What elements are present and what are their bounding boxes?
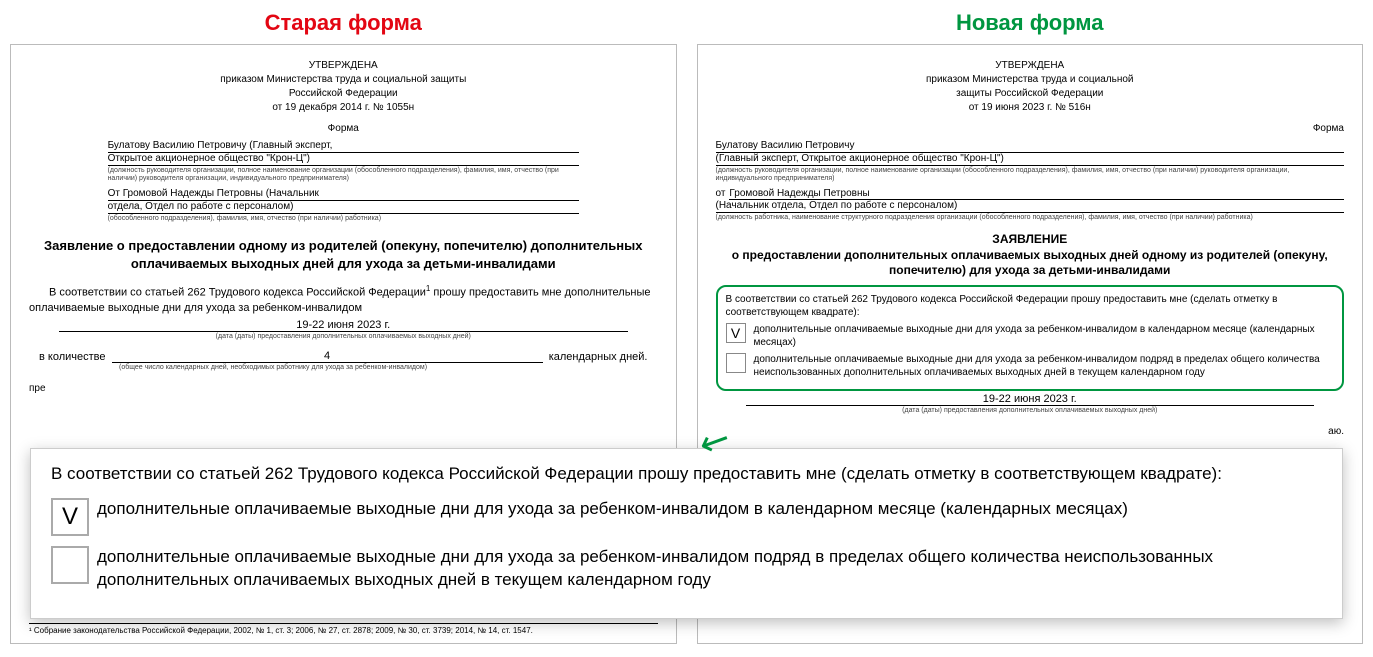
old-recipient-1: Булатову Василию Петровичу (Главный эксп… <box>108 140 579 153</box>
new-form-label: Форма <box>716 123 1345 134</box>
old-approved-block: УТВЕРЖДЕНА приказом Министерства труда и… <box>29 59 658 115</box>
callout-option-1-text: дополнительные оплачиваемые выходные дни… <box>97 498 1322 521</box>
new-approved-1: УТВЕРЖДЕНА <box>716 59 1345 73</box>
old-body-text: В соответствии со статьей 262 Трудового … <box>29 283 658 316</box>
callout-option-2: дополнительные оплачиваемые выходные дни… <box>51 546 1322 592</box>
zoom-callout: В соответствии со статьей 262 Трудового … <box>30 448 1343 619</box>
new-from-block: от Громовой Надежды Петровны (Начальник … <box>716 188 1345 222</box>
callout-checkbox-2[interactable] <box>51 546 89 584</box>
old-recipient-block: Булатову Василию Петровичу (Главный эксп… <box>108 140 579 182</box>
new-box-intro: В соответствии со статьей 262 Трудового … <box>726 293 1335 319</box>
comparison-container: Старая форма УТВЕРЖДЕНА приказом Министе… <box>10 10 1363 644</box>
option-1-text: дополнительные оплачиваемые выходные дни… <box>754 323 1335 349</box>
new-approved-3: защиты Российской Федерации <box>716 87 1345 101</box>
old-from-2: отдела, Отдел по работе с персоналом) <box>108 201 579 214</box>
callout-checkbox-1[interactable]: V <box>51 498 89 536</box>
new-truncated-text: аю. <box>716 426 1345 437</box>
new-option-2: дополнительные оплачиваемые выходные дни… <box>726 353 1335 379</box>
new-from-label: от <box>716 188 726 200</box>
old-from-1: От Громовой Надежды Петровны (Начальник <box>108 188 579 201</box>
callout-option-2-text: дополнительные оплачиваемые выходные дни… <box>97 546 1322 592</box>
old-from-caption: (обособленного подразделения), фамилия, … <box>108 214 579 223</box>
new-approved-4: от 19 июня 2023 г. № 516н <box>716 101 1345 115</box>
old-qty-value: 4 <box>112 350 543 363</box>
old-recipient-caption: (должность руководителя организации, пол… <box>108 166 579 182</box>
new-date-value: 19-22 июня 2023 г. <box>746 393 1315 406</box>
old-qty-row: в количестве 4 календарных дней. <box>29 350 658 363</box>
old-footnote: ¹ Собрание законодательства Российской Ф… <box>29 623 658 635</box>
new-from-caption: (должность работника, наименование струк… <box>716 213 1345 222</box>
new-form-title: Новая форма <box>697 10 1364 36</box>
old-form-label: Форма <box>29 123 658 134</box>
old-qty-suffix: календарных дней. <box>549 351 648 363</box>
old-approved-3: Российской Федерации <box>29 87 658 101</box>
old-date-caption: (дата (даты) предоставления дополнительн… <box>59 333 628 340</box>
old-recipient-2: Открытое акционерное общество "Крон-Ц") <box>108 153 579 166</box>
new-approved-block: УТВЕРЖДЕНА приказом Министерства труда и… <box>716 59 1345 115</box>
option-2-text: дополнительные оплачиваемые выходные дни… <box>754 353 1335 379</box>
old-date-value: 19-22 июня 2023 г. <box>59 319 628 332</box>
callout-intro: В соответствии со статьей 262 Трудового … <box>51 463 1322 486</box>
old-qty-label: в количестве <box>39 351 106 363</box>
old-form-title: Старая форма <box>10 10 677 36</box>
new-recipient-1: Булатову Василию Петровичу <box>716 140 1345 153</box>
new-statement-sub: о предоставлении дополнительных оплачива… <box>716 248 1345 279</box>
old-approved-2: приказом Министерства труда и социальной… <box>29 73 658 87</box>
new-from-1: Громовой Надежды Петровны <box>729 188 1344 200</box>
new-statement-word: ЗАЯВЛЕНИЕ <box>716 232 1345 248</box>
new-option-1: V дополнительные оплачиваемые выходные д… <box>726 323 1335 349</box>
new-recipient-block: Булатову Василию Петровичу (Главный эксп… <box>716 140 1345 182</box>
checkbox-option-2[interactable] <box>726 353 746 373</box>
old-from-block: От Громовой Надежды Петровны (Начальник … <box>108 188 579 223</box>
new-date-caption: (дата (даты) предоставления дополнительн… <box>746 407 1315 414</box>
new-recipient-2: (Главный эксперт, Открытое акционерное о… <box>716 153 1345 166</box>
old-truncated-text: пре <box>29 383 658 394</box>
new-approved-2: приказом Министерства труда и социальной <box>716 73 1345 87</box>
old-body-prefix: В соответствии со статьей 262 Трудового … <box>49 287 426 299</box>
old-qty-caption: (общее число календарных дней, необходим… <box>29 363 658 371</box>
new-options-box: В соответствии со статьей 262 Трудового … <box>716 285 1345 391</box>
new-statement-title: ЗАЯВЛЕНИЕ о предоставлении дополнительны… <box>716 232 1345 279</box>
new-from-2: (Начальник отдела, Отдел по работе с пер… <box>716 200 1345 213</box>
old-approved-4: от 19 декабря 2014 г. № 1055н <box>29 101 658 115</box>
checkbox-option-1[interactable]: V <box>726 323 746 343</box>
old-statement-title: Заявление о предоставлении одному из род… <box>29 237 658 273</box>
callout-option-1: V дополнительные оплачиваемые выходные д… <box>51 498 1322 536</box>
new-recipient-caption: (должность руководителя организации, пол… <box>716 166 1345 182</box>
old-approved-1: УТВЕРЖДЕНА <box>29 59 658 73</box>
